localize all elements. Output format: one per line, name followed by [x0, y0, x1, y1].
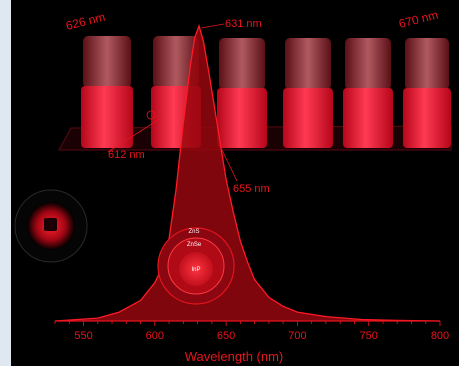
- vial-4-liquid: [283, 88, 333, 148]
- glow-dot-photo: [14, 189, 88, 263]
- vial-5: [343, 38, 393, 148]
- vial-2-marker: [146, 110, 156, 120]
- x-tick-label: 800: [431, 330, 449, 342]
- inp-label: InP: [191, 267, 200, 273]
- x-tick-label: 750: [360, 330, 378, 342]
- vial-6-liquid: [403, 88, 451, 148]
- vial-1: [81, 36, 133, 148]
- label-655-leader: [220, 147, 238, 182]
- spectrum-line: [54, 23, 441, 322]
- vial-4-cap: [285, 38, 331, 90]
- vial-6-cap: [405, 38, 449, 90]
- vial-5-cap: [345, 38, 391, 90]
- x-tick-label: 700: [288, 330, 306, 342]
- vial-5-liquid: [343, 88, 393, 148]
- label-655nm: 655 nm: [233, 183, 270, 195]
- photo-emitter: [44, 218, 57, 231]
- label-612-leader: [107, 117, 162, 153]
- core-shell-diagram: ZnS ZnSe InP: [157, 227, 235, 305]
- label-670nm: 670 nm: [397, 8, 439, 31]
- vial-1-liquid: [81, 86, 133, 148]
- x-tick-label: 650: [217, 330, 235, 342]
- label-631-leader: [200, 23, 225, 29]
- vial-3-cap: [219, 38, 265, 90]
- vial-1-cap: [83, 36, 131, 88]
- label-612nm: 612 nm: [108, 149, 145, 161]
- vial-3-liquid: [217, 88, 267, 148]
- chart-svg: ZnS ZnSe InP 626 nm 631 nm 670 nm 612 nm…: [14, 8, 452, 364]
- vial-2-cap: [153, 36, 199, 88]
- inp-core: [179, 252, 213, 286]
- label-626nm: 626 nm: [64, 10, 106, 33]
- zns-label: ZnS: [188, 229, 199, 235]
- vial-4: [283, 38, 333, 148]
- x-axis-title: Wavelength (nm): [185, 349, 284, 364]
- x-tick-label: 600: [146, 330, 164, 342]
- vial-6: [403, 38, 451, 148]
- chart-figure: ZnS ZnSe InP 626 nm 631 nm 670 nm 612 nm…: [11, 0, 459, 366]
- vial-row: [81, 36, 451, 148]
- label-631nm: 631 nm: [225, 18, 262, 30]
- vial-3: [217, 38, 267, 148]
- x-axis-ticks: 550 600 650 700 750 800: [54, 321, 449, 342]
- znse-label: ZnSe: [187, 242, 202, 248]
- x-tick-label: 550: [74, 330, 92, 342]
